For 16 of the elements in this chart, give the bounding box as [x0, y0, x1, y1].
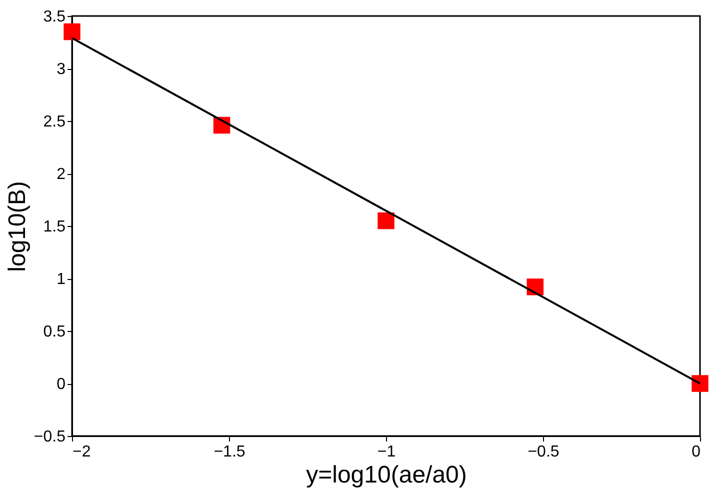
- x-tick-label: −1: [377, 444, 396, 460]
- y-tick-label: 3.5: [43, 8, 66, 26]
- y-tick-label: 0: [56, 376, 66, 393]
- y-tick-label: −0.5: [34, 428, 66, 446]
- y-tick-label: 1.5: [43, 218, 66, 236]
- x-axis-title: y=log10(ae/a0): [306, 462, 467, 488]
- x-tick-label: −2: [72, 444, 91, 460]
- x-tick-label: −0.5: [528, 444, 560, 460]
- y-tick-label: 1: [56, 271, 66, 288]
- y-axis-title: log10(B): [4, 181, 31, 272]
- x-tick-label: −1.5: [214, 444, 246, 460]
- y-tick-label: 2: [56, 166, 66, 183]
- y-tick-label: 3: [56, 61, 66, 78]
- y-tick-label: 0.5: [43, 324, 66, 340]
- y-tick-label: 2.5: [43, 114, 66, 130]
- x-tick-label: 0: [692, 444, 701, 460]
